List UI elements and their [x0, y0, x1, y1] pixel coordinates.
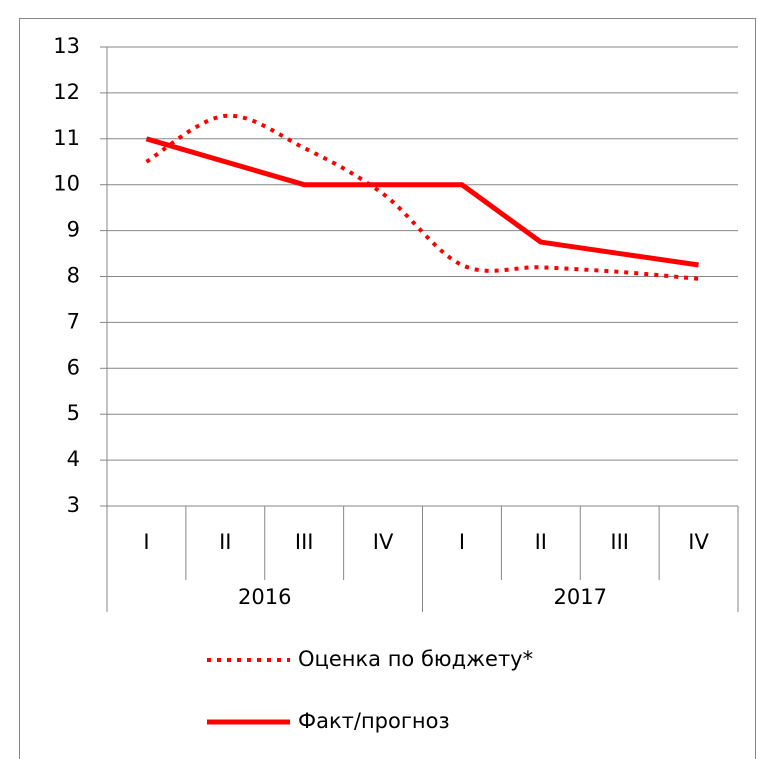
y-tick-label: 10: [53, 172, 80, 196]
y-tick-label: 8: [67, 264, 80, 288]
x-tick-label: II: [219, 530, 231, 554]
y-tick-label: 7: [67, 309, 80, 333]
y-tick-label: 13: [53, 34, 80, 58]
chart-border: [19, 18, 756, 759]
x-tick-label: IV: [373, 530, 394, 554]
y-tick-label: 3: [67, 493, 80, 517]
y-tick-label: 5: [67, 401, 80, 425]
x-group-label: 2017: [554, 585, 607, 609]
x-tick-label: II: [535, 530, 547, 554]
y-tick-label: 6: [67, 355, 80, 379]
x-tick-label: III: [295, 530, 314, 554]
x-tick-label: III: [610, 530, 629, 554]
series-line: [145, 136, 699, 268]
y-tick-label: 4: [67, 447, 80, 471]
y-tick-label: 12: [53, 80, 80, 104]
y-tick-label: 11: [53, 126, 80, 150]
x-group-label: 2016: [238, 585, 291, 609]
y-tick-label: 9: [67, 218, 80, 242]
x-tick-label: I: [459, 530, 465, 554]
legend-label: Оценка по бюджету*: [298, 647, 533, 671]
x-tick-label: IV: [688, 530, 709, 554]
x-tick-label: I: [143, 530, 149, 554]
legend-label: Факт/прогноз: [298, 709, 450, 733]
